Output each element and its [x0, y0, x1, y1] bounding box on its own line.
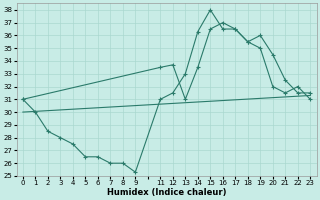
X-axis label: Humidex (Indice chaleur): Humidex (Indice chaleur): [107, 188, 226, 197]
